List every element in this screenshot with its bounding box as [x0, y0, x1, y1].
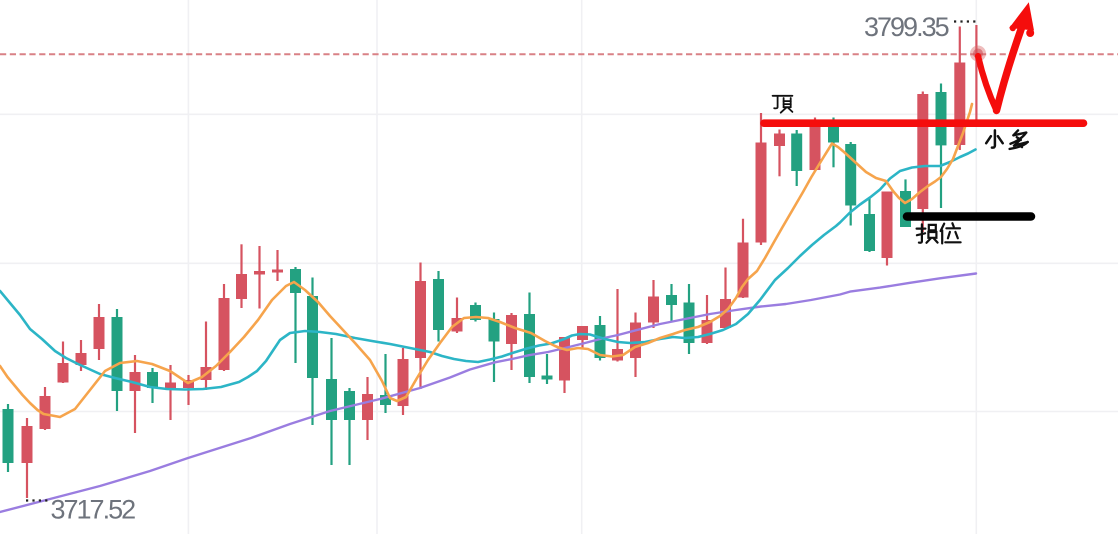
svg-text:3799.35: 3799.35	[864, 12, 949, 42]
svg-text:3717.52: 3717.52	[51, 494, 136, 524]
